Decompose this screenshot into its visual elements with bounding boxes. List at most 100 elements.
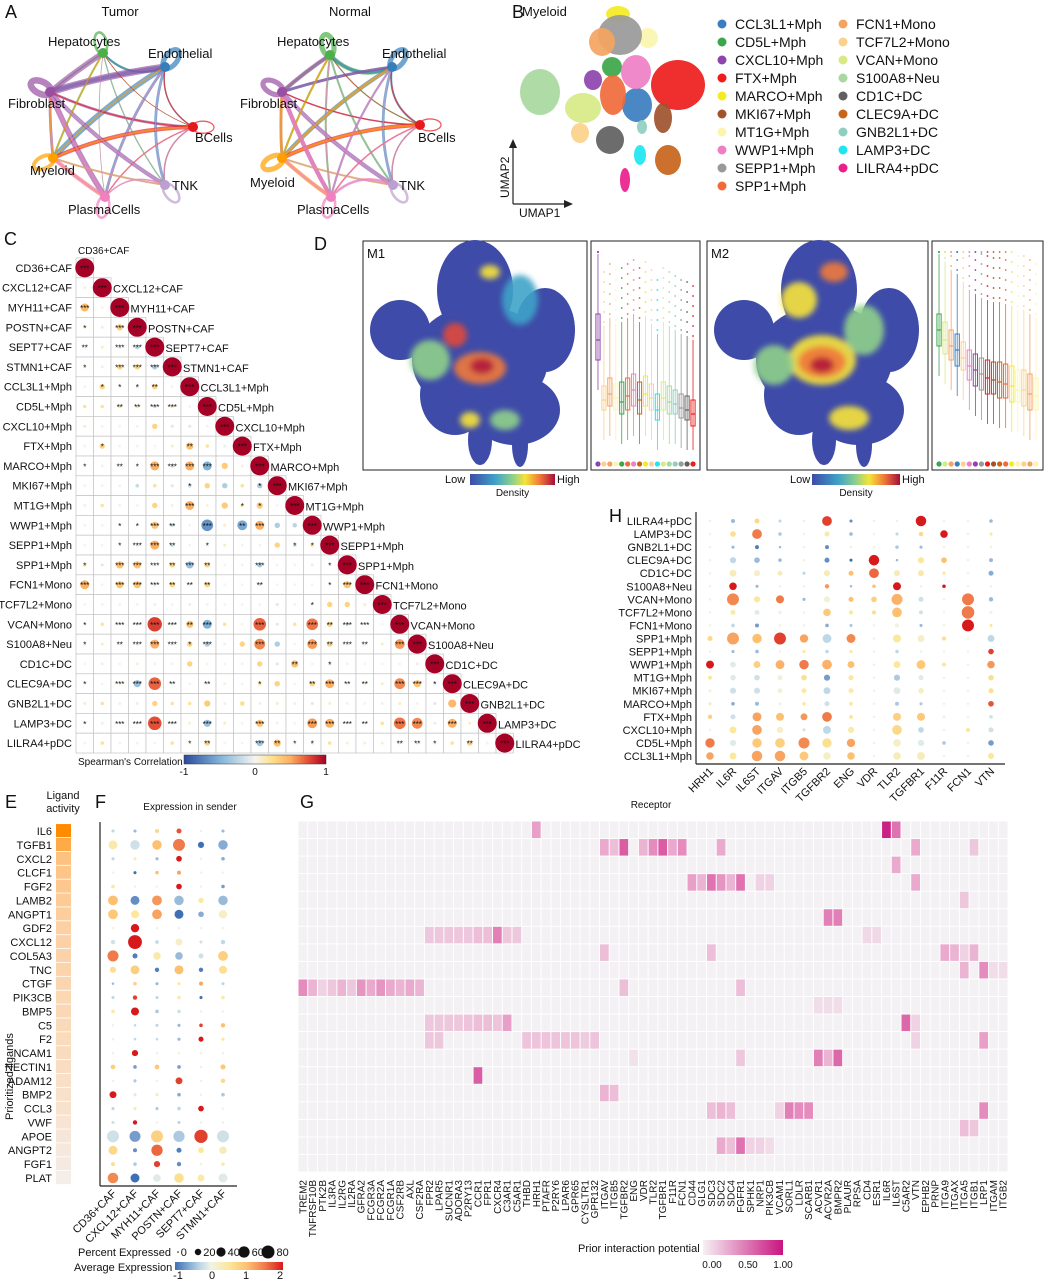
heatmap-cell	[940, 1137, 950, 1154]
corr-dot	[240, 701, 245, 706]
heatmap-cell	[959, 979, 969, 996]
sender-dot	[174, 965, 184, 975]
heatmap-cell	[920, 1102, 930, 1119]
heatmap-cell	[979, 997, 989, 1014]
umap-cluster	[638, 28, 658, 48]
heatmap-cell	[668, 1084, 677, 1102]
significance-stars: *	[258, 680, 261, 689]
heatmap-cell	[619, 1014, 629, 1032]
box-outlier	[668, 301, 671, 303]
umap-cluster	[655, 145, 681, 175]
heatmap-cell	[736, 1032, 745, 1049]
corr-dot	[495, 733, 515, 753]
heatmap-cell	[765, 997, 775, 1014]
box-outlier	[608, 273, 611, 275]
group-color-dot	[978, 461, 985, 467]
heatmap-cell	[454, 874, 463, 891]
heatmap-cell	[891, 997, 901, 1014]
heatmap-cell	[998, 1102, 1008, 1119]
heatmap-cell	[386, 1049, 395, 1067]
corr-row-label: CD5L+Mph	[16, 402, 72, 414]
corr-dot	[274, 641, 280, 647]
sender-dot	[133, 829, 137, 833]
ligand-label: NCAM1	[13, 1048, 52, 1060]
heatmap-cell	[784, 1014, 794, 1032]
receptor-label: PRNP	[931, 1180, 942, 1208]
heatmap-cell	[580, 874, 590, 891]
h-row-label: CD5L+Mph	[636, 738, 692, 750]
corr-dot	[133, 581, 141, 589]
heatmap-cell	[687, 997, 697, 1014]
heatmap-cell	[512, 997, 522, 1014]
h-dot	[988, 570, 994, 576]
sender-dot	[221, 1121, 225, 1124]
significance-stars: **	[362, 641, 368, 650]
h-dot	[868, 554, 880, 566]
corr-dot	[135, 622, 139, 626]
h-dot	[919, 650, 923, 653]
heatmap-cell	[386, 874, 395, 891]
h-dot	[799, 659, 809, 670]
corr-dot	[307, 639, 318, 650]
heatmap-cell	[317, 874, 327, 891]
h-dot	[708, 558, 712, 562]
heatmap-cell	[512, 891, 522, 909]
heatmap-cell	[347, 944, 356, 961]
box-outlier	[644, 311, 647, 313]
heatmap-cell	[638, 1119, 648, 1137]
density-hotspot	[781, 282, 817, 318]
heatmap-cell	[522, 891, 531, 909]
box-outlier	[668, 291, 671, 293]
heatmap-cell	[454, 979, 463, 996]
corr-dot	[307, 718, 318, 729]
heatmap-cell	[726, 821, 736, 839]
heatmap-cell	[833, 961, 843, 979]
heatmap-cell	[862, 1032, 872, 1049]
heatmap-cell	[872, 856, 882, 874]
heatmap-cell	[590, 839, 600, 856]
ligand-activity-cell	[56, 1004, 71, 1018]
sender-dot	[133, 871, 137, 875]
legend-swatch	[717, 109, 727, 119]
node-label: BCells	[418, 130, 456, 145]
heatmap-cell	[872, 1084, 882, 1102]
box-outlier	[662, 297, 665, 299]
heatmap-cell	[775, 856, 784, 874]
corr-dot	[188, 405, 192, 408]
heatmap-cell	[823, 856, 833, 874]
sender-dot	[155, 885, 159, 888]
heatmap-cell	[629, 961, 638, 979]
heatmap-cell	[366, 1137, 376, 1154]
significance-stars: ***	[308, 621, 317, 630]
corr-dot	[185, 501, 195, 510]
heatmap-cell	[736, 1102, 745, 1119]
corr-colorbar-tick: 1	[323, 767, 329, 778]
network-title: Tumor	[101, 4, 139, 19]
significance-stars: **	[292, 660, 298, 669]
ligand-label: F2	[39, 1034, 52, 1046]
heatmap-cell	[395, 909, 405, 926]
h-dot	[966, 663, 970, 666]
heatmap-cell	[745, 1154, 755, 1172]
significance-stars: ***	[343, 621, 352, 630]
umap-cluster	[600, 75, 626, 115]
corr-row-label: LAMP3+DC	[14, 718, 72, 730]
h-dot	[892, 725, 902, 735]
interaction-edge	[330, 124, 421, 198]
heatmap-cell	[765, 926, 775, 944]
heatmap-cell	[551, 891, 561, 909]
legend-label: CLEC9A+DC	[856, 106, 939, 122]
heatmap-cell	[629, 1119, 638, 1137]
sender-dot	[108, 840, 118, 850]
corr-dot	[205, 504, 209, 507]
heatmap-cell	[911, 1049, 920, 1067]
legend-label: LAMP3+DC	[856, 142, 930, 158]
heatmap-cell	[940, 909, 950, 926]
group-color-dot	[1003, 461, 1009, 467]
heatmap-cell	[609, 926, 619, 944]
heatmap-cell	[600, 909, 609, 926]
heatmap-cell	[843, 1049, 852, 1067]
heatmap-cell	[424, 1049, 434, 1067]
cell-type-node	[188, 122, 198, 132]
sender-title: Expression in sender	[143, 802, 237, 813]
